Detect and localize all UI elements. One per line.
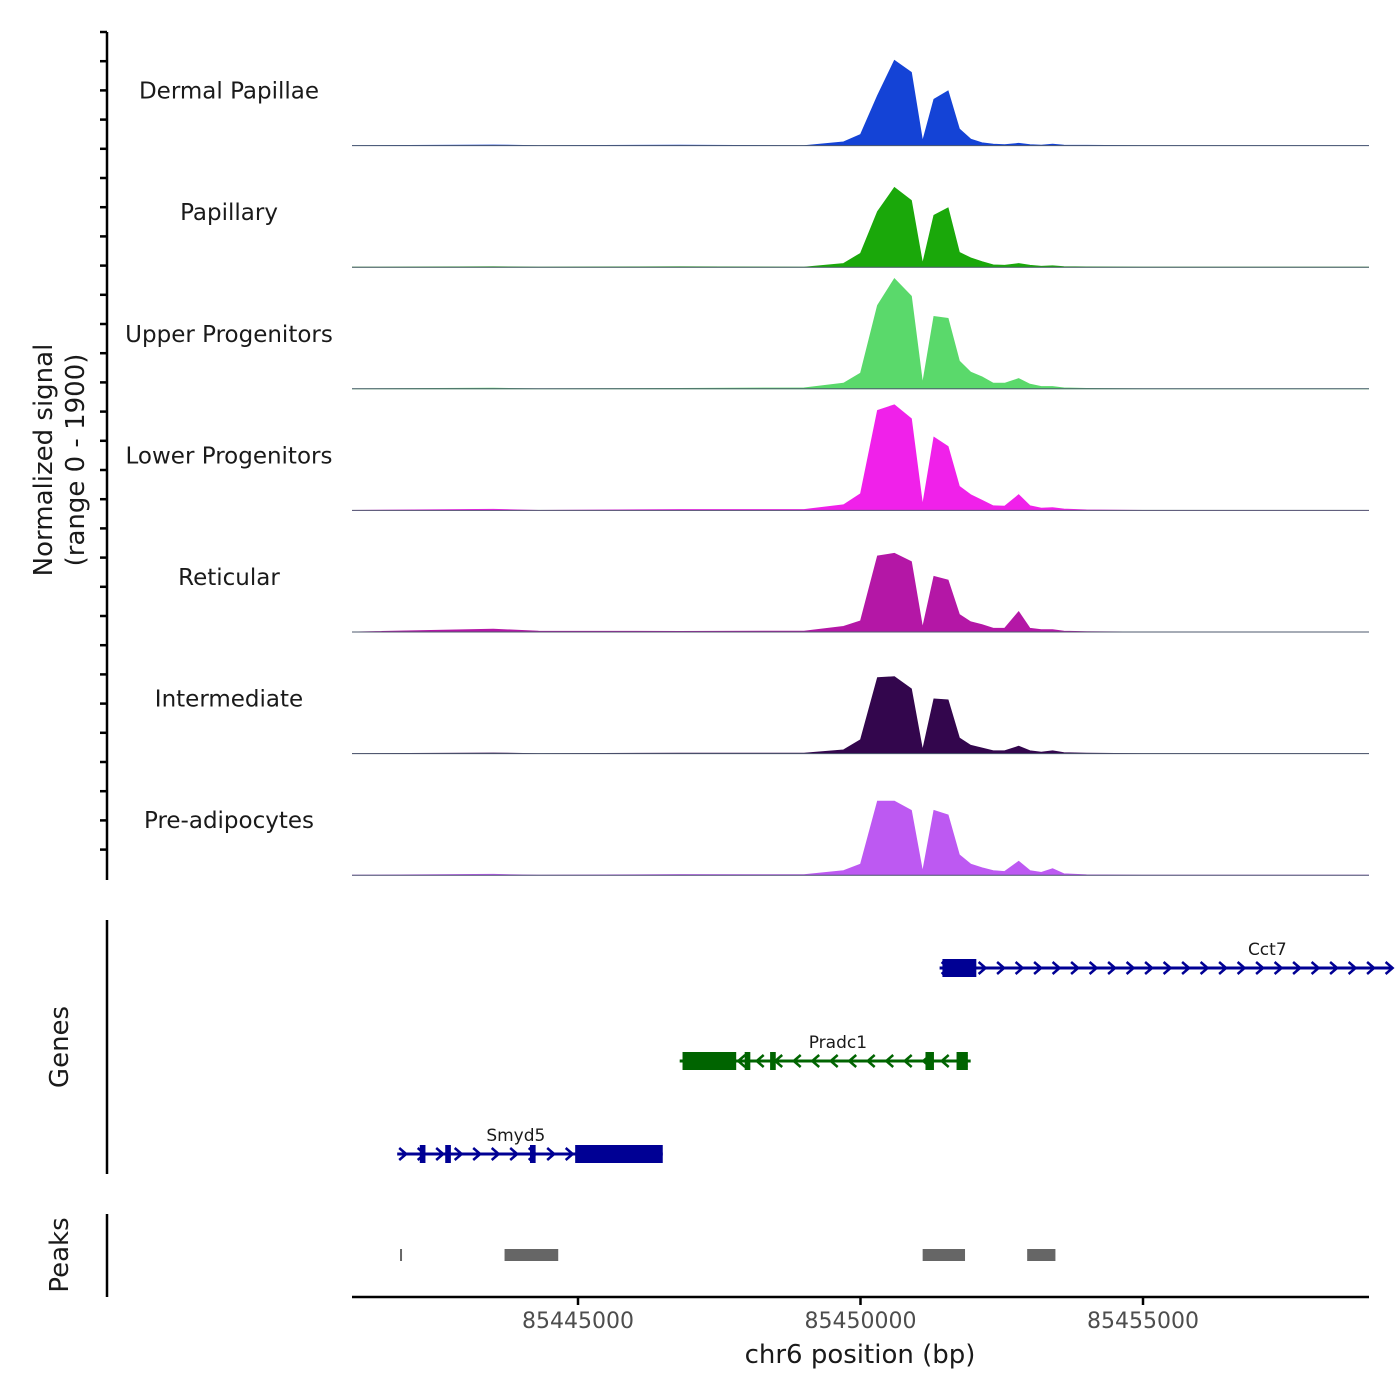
strand-arrow <box>490 1147 501 1161</box>
strand-arrow <box>1033 961 1044 975</box>
strand-arrow <box>546 1147 557 1161</box>
strand-arrow <box>1366 961 1377 975</box>
gene-track: Cct7 Pradc1 Smyd5 <box>397 940 1395 1163</box>
gene-exon <box>575 1145 663 1163</box>
gene-cct7: Cct7 <box>939 940 1395 977</box>
gene-label: Smyd5 <box>486 1126 545 1146</box>
gene-exon <box>529 1145 536 1163</box>
peak-region <box>1027 1249 1056 1261</box>
genes-axis-label: Genes <box>45 1006 75 1088</box>
strand-arrow <box>1218 961 1229 975</box>
strand-arrow <box>1199 961 1210 975</box>
gene-exon <box>942 959 977 977</box>
peaks-axis-label: Peaks <box>45 1217 75 1292</box>
track-label: Upper Progenitors <box>125 322 333 348</box>
track-label: Dermal Papillae <box>139 79 319 105</box>
signal-y-ticks <box>100 30 107 851</box>
coverage-area-dermal-papillae <box>351 59 1369 147</box>
gene-exon <box>744 1052 751 1070</box>
x-tick-label: 85455000 <box>1087 1309 1199 1334</box>
strand-arrow <box>1014 961 1025 975</box>
strand-arrow <box>1310 961 1321 975</box>
strand-arrow <box>1181 961 1192 975</box>
strand-arrow <box>1273 961 1284 975</box>
x-axis-ticks: 85445000 85450000 85455000 <box>522 1297 1199 1334</box>
gene-label: Pradc1 <box>809 1033 867 1053</box>
coverage-area-upper-progenitors <box>351 277 1369 390</box>
strand-arrow <box>1255 961 1266 975</box>
signal-axis-label-line1: Normalized signal <box>29 344 59 577</box>
track-label: Pre-adipocytes <box>144 808 314 834</box>
gene-label: Cct7 <box>1248 940 1287 960</box>
strand-arrow <box>810 1054 821 1068</box>
x-tick-label: 85450000 <box>805 1309 917 1334</box>
strand-arrow <box>996 961 1007 975</box>
strand-arrow <box>472 1147 483 1161</box>
strand-arrow <box>398 1147 409 1161</box>
strand-arrow <box>1144 961 1155 975</box>
strand-arrow <box>1070 961 1081 975</box>
gene-exon <box>925 1052 934 1070</box>
strand-arrow <box>977 961 988 975</box>
gene-exon <box>770 1052 776 1070</box>
strand-arrow <box>754 1054 765 1068</box>
coverage-area-intermediate <box>351 676 1369 755</box>
strand-arrow <box>1236 961 1247 975</box>
gene-exon <box>956 1052 968 1070</box>
track-label: Intermediate <box>155 687 303 713</box>
x-tick-label: 85445000 <box>522 1309 634 1334</box>
strand-arrow <box>865 1054 876 1068</box>
strand-arrow <box>1347 961 1358 975</box>
coverage-tracks <box>351 59 1369 876</box>
peak-region <box>922 1249 966 1261</box>
strand-arrow <box>1329 961 1340 975</box>
peak-region <box>400 1249 403 1261</box>
coverage-area-lower-progenitors <box>351 404 1369 511</box>
strand-arrow <box>847 1054 858 1068</box>
gene-exon <box>419 1145 426 1163</box>
coverage-area-reticular <box>351 552 1369 633</box>
track-labels: Dermal Papillae Papillary Upper Progenitor… <box>125 79 333 835</box>
strand-arrow <box>1125 961 1136 975</box>
gene-exon <box>682 1052 737 1070</box>
strand-arrow <box>564 1147 575 1161</box>
track-label: Papillary <box>180 200 278 226</box>
strand-arrow <box>884 1054 895 1068</box>
strand-arrow <box>736 1054 747 1068</box>
strand-arrow <box>1051 961 1062 975</box>
strand-arrow <box>1384 961 1395 975</box>
coverage-area-pre-adipocytes <box>351 800 1369 876</box>
strand-arrow <box>939 1054 950 1068</box>
gene-pradc1: Pradc1 <box>679 1033 971 1070</box>
gene-exon <box>445 1145 451 1163</box>
strand-arrow <box>1088 961 1099 975</box>
track-label: Lower Progenitors <box>126 443 333 469</box>
peak-track <box>400 1249 1056 1261</box>
track-label: Reticular <box>178 565 280 591</box>
strand-arrow <box>791 1054 802 1068</box>
signal-axis-label-line2: (range 0 - 1900) <box>61 354 91 567</box>
strand-arrow <box>1292 961 1303 975</box>
strand-arrow <box>1162 961 1173 975</box>
peak-region <box>504 1249 559 1261</box>
strand-arrow <box>902 1054 913 1068</box>
strand-arrow <box>1107 961 1118 975</box>
strand-arrow <box>509 1147 520 1161</box>
x-axis-title: chr6 position (bp) <box>745 1340 976 1370</box>
strand-arrow <box>453 1147 464 1161</box>
strand-arrow <box>828 1054 839 1068</box>
strand-arrow <box>435 1147 446 1161</box>
gene-smyd5: Smyd5 <box>397 1126 663 1163</box>
coverage-area-papillary <box>351 186 1369 268</box>
